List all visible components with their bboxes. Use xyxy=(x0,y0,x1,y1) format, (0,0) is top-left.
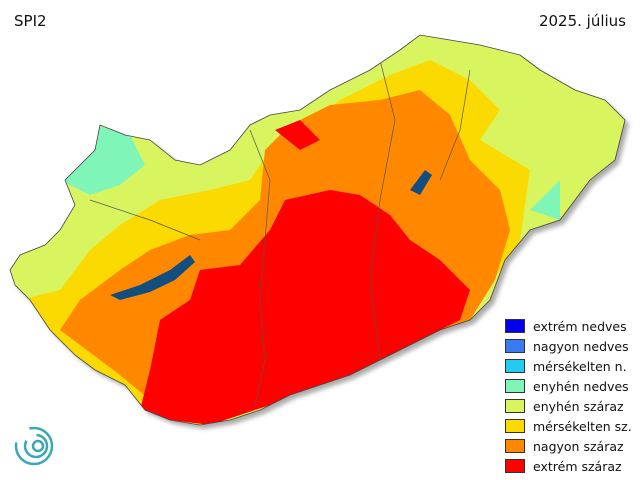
legend-label: extrém nedves xyxy=(533,318,627,334)
lake-tisza xyxy=(410,170,432,195)
legend-item: mérsékelten sz. xyxy=(505,416,632,436)
legend-item: nagyon száraz xyxy=(505,436,632,456)
region-enyhen-nedves xyxy=(60,125,560,220)
index-title: SPI2 xyxy=(14,12,47,30)
legend-swatch xyxy=(505,379,525,393)
legend-swatch xyxy=(505,439,525,453)
legend-label: enyhén nedves xyxy=(533,378,629,394)
legend-item: mérsékelten n. xyxy=(505,356,632,376)
legend-swatch xyxy=(505,399,525,413)
legend: extrém nedves nagyon nedves mérsékelten … xyxy=(505,316,632,476)
logo-icon xyxy=(14,426,54,466)
region-extrem-szaraz xyxy=(140,120,470,425)
legend-label: enyhén száraz xyxy=(533,398,624,414)
legend-swatch xyxy=(505,459,525,473)
legend-label: mérsékelten sz. xyxy=(533,418,632,434)
legend-item: extrém nedves xyxy=(505,316,632,336)
legend-label: nagyon nedves xyxy=(533,338,629,354)
legend-item: nagyon nedves xyxy=(505,336,632,356)
legend-item: enyhén nedves xyxy=(505,376,632,396)
date-label: 2025. július xyxy=(538,12,626,30)
legend-label: mérsékelten n. xyxy=(533,358,627,374)
legend-label: nagyon száraz xyxy=(533,438,624,454)
legend-swatch xyxy=(505,319,525,333)
legend-swatch xyxy=(505,359,525,373)
legend-label: extrém száraz xyxy=(533,458,622,474)
lake-balaton xyxy=(110,255,195,300)
legend-item: extrém száraz xyxy=(505,456,632,476)
legend-swatch xyxy=(505,339,525,353)
rivers-and-borders xyxy=(89,59,471,406)
legend-item: enyhén száraz xyxy=(505,396,632,416)
legend-swatch xyxy=(505,419,525,433)
